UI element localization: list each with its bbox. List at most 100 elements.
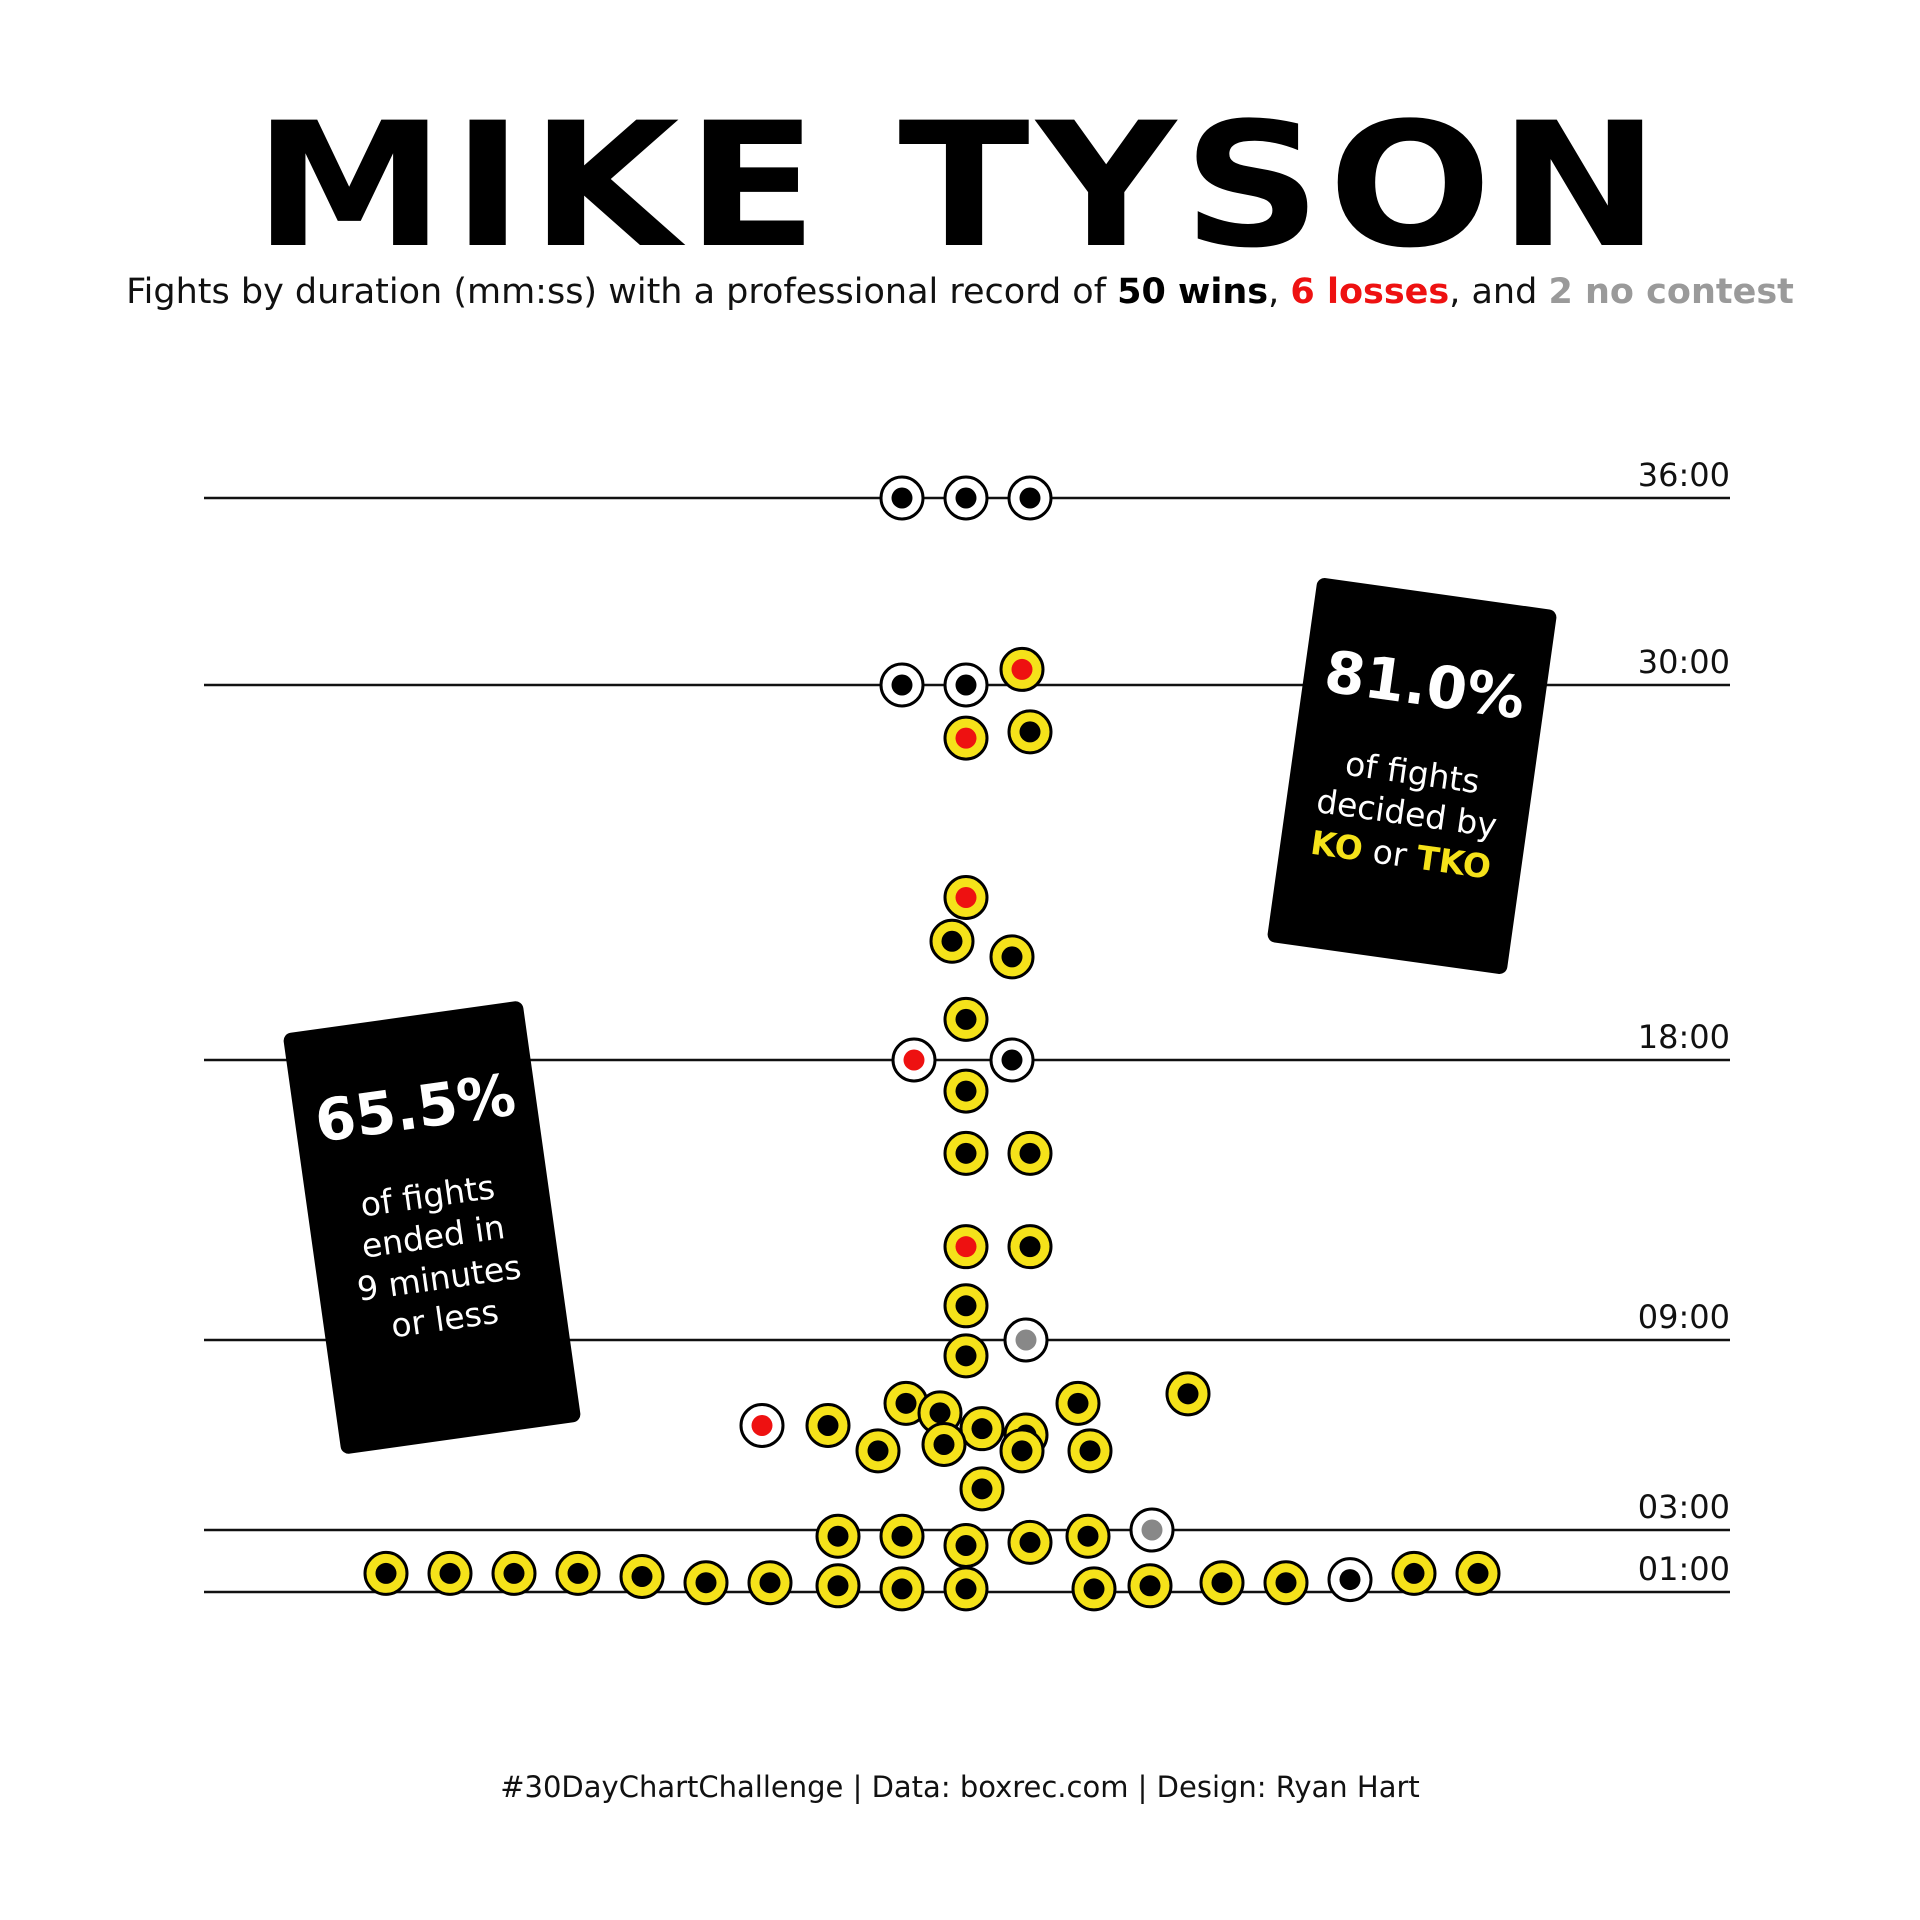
fight-point-dot [867, 1440, 889, 1462]
stat-left-desc: of fights ended in 9 minutes or less [343, 1164, 529, 1350]
fight-point [1199, 1560, 1245, 1606]
fight-point-dot [759, 1572, 781, 1594]
fight-point-dot [955, 1142, 977, 1164]
fight-point-dot [955, 1345, 977, 1367]
fight-point [683, 1560, 729, 1606]
fight-point [959, 1406, 1005, 1452]
fight-point-dot [955, 1295, 977, 1317]
fight-point-dot [955, 674, 977, 696]
fight-point [921, 1422, 967, 1467]
fight-point-dot [751, 1415, 773, 1436]
stat-right-pct: 81.0% [1320, 637, 1530, 733]
fight-point [1007, 475, 1053, 521]
fight-point [959, 1466, 1005, 1512]
fight-point [1455, 1550, 1501, 1596]
tick-labels: 36:00 30:00 18:00 09:00 03:00 01:00 [1638, 456, 1730, 1588]
tick-label: 01:00 [1638, 1550, 1730, 1588]
fight-point-dot [955, 887, 977, 908]
fight-point-dot [955, 487, 977, 509]
fight-point [1391, 1550, 1437, 1596]
stat-right-tko: TKO [1414, 837, 1494, 887]
fight-point [879, 475, 925, 521]
fight-point [855, 1428, 901, 1474]
fight-point-dot [1019, 1142, 1041, 1164]
fight-point-dot [1015, 1329, 1037, 1351]
fight-point [1007, 709, 1053, 755]
fight-point-dot [503, 1562, 525, 1584]
fight-point [989, 1037, 1035, 1083]
fight-point [879, 1566, 925, 1612]
subtitle-losses: 6 losses [1290, 272, 1450, 312]
fight-point-dot [929, 1402, 951, 1424]
fight-point [943, 662, 989, 708]
fight-point [1065, 1513, 1111, 1559]
fight-point [943, 1068, 989, 1114]
fight-point [943, 996, 989, 1042]
fight-point [999, 646, 1045, 692]
fight-point-dot [1211, 1572, 1233, 1594]
fight-point-dot [955, 1008, 977, 1030]
fight-point [929, 918, 975, 964]
fight-point-dot [955, 1535, 977, 1556]
fight-point-dot [375, 1562, 397, 1584]
fight-point-dot [1019, 721, 1041, 743]
fight-point-dot [941, 930, 963, 952]
tick-label: 03:00 [1638, 1488, 1730, 1526]
fight-point-dot [827, 1525, 849, 1547]
tick-label: 36:00 [1638, 456, 1730, 494]
fight-point-dot [1079, 1440, 1101, 1462]
fight-point-dot [1339, 1569, 1361, 1591]
fight-point [943, 715, 989, 761]
fight-point [943, 475, 989, 521]
fight-point [1165, 1371, 1211, 1417]
fight-point-dot [1077, 1525, 1099, 1547]
fight-point [1129, 1507, 1175, 1553]
fight-point-dot [1067, 1392, 1089, 1414]
subtitle-sep2: , and [1449, 272, 1549, 312]
fight-point [427, 1550, 473, 1596]
fight-point-dot [1011, 658, 1033, 680]
fight-point-dot [955, 1236, 977, 1258]
fight-point-dot [1139, 1575, 1161, 1597]
fight-point [943, 875, 989, 920]
fight-point-dot [1141, 1519, 1163, 1541]
fight-point [491, 1550, 537, 1596]
fight-point [989, 934, 1035, 980]
stat-right-or: or [1360, 829, 1420, 876]
fight-point [805, 1403, 851, 1448]
fight-point [1263, 1560, 1309, 1606]
fight-point-dot [903, 1049, 925, 1071]
tick-label: 18:00 [1638, 1018, 1730, 1056]
fight-point-dot [827, 1575, 849, 1597]
fight-point-dot [1011, 1440, 1033, 1462]
fight-point [1007, 1130, 1053, 1176]
fight-point-dot [891, 674, 913, 696]
fight-point [619, 1554, 665, 1599]
fight-point-dot [1001, 946, 1023, 968]
fight-point [1003, 1317, 1049, 1363]
fight-point-dot [891, 487, 913, 509]
fight-point-dot [1275, 1572, 1297, 1594]
fight-point-dot [895, 1392, 917, 1414]
page-title: MIKE TYSON [253, 85, 1667, 286]
fight-point-dot [933, 1434, 955, 1455]
subtitle-sep1: , [1268, 272, 1291, 312]
stat-left-pct: 65.5% [310, 1060, 520, 1156]
tick-label: 30:00 [1638, 643, 1730, 681]
fight-point-dot [955, 1080, 977, 1102]
subtitle-no-contest: 2 no contest [1548, 272, 1794, 312]
fight-point-dot [1083, 1578, 1105, 1600]
fight-point [815, 1563, 861, 1609]
stat-card-right: 81.0% of fights decided by KO or TKO [1266, 576, 1558, 976]
fight-point-dot [971, 1478, 993, 1500]
fight-point-dot [955, 727, 977, 749]
fight-point [747, 1560, 793, 1606]
fight-point [891, 1037, 937, 1083]
fight-point-dot [1019, 487, 1041, 509]
fight-point-dot [1019, 1531, 1041, 1553]
fight-point-dot [971, 1418, 993, 1440]
subtitle-prefix: Fights by duration (mm:ss) with a profes… [126, 272, 1118, 312]
fight-point [1071, 1566, 1117, 1612]
fight-point [999, 1428, 1045, 1474]
